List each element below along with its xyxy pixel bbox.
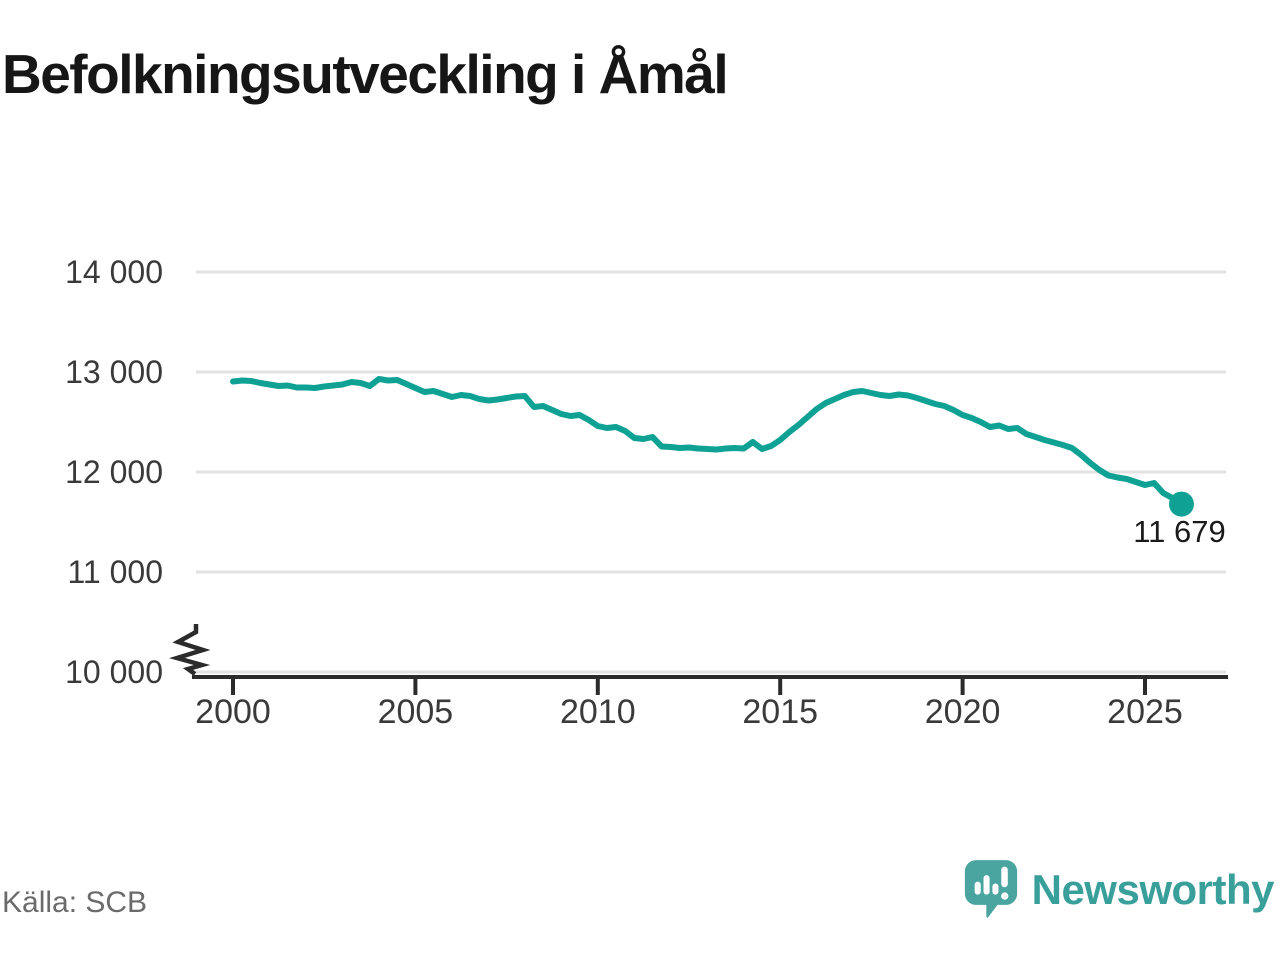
page-title: Befolkningsutveckling i Åmål	[2, 43, 729, 105]
y-axis-break-icon	[169, 624, 211, 676]
y-axis-tick-label: 12 000	[65, 454, 163, 490]
population-line	[230, 376, 1185, 508]
x-axis-tick-label: 2005	[378, 693, 454, 731]
y-axis-tick-label: 10 000	[65, 654, 163, 690]
x-axis-tick-label: 2020	[925, 693, 1001, 731]
x-axis-tick-label: 2025	[1107, 693, 1183, 731]
x-axis-tick-label: 2010	[560, 693, 636, 731]
x-axis-tick-label: 2015	[742, 693, 818, 731]
latest-value-label: 11 679	[1133, 514, 1226, 549]
y-axis-tick-label: 13 000	[65, 354, 163, 390]
newsworthy-logo-text: Newsworthy	[1031, 866, 1275, 913]
y-axis-tick-label: 11 000	[68, 554, 164, 590]
newsworthy-logo[interactable]: Newsworthy	[963, 858, 1275, 922]
newsworthy-logo-icon	[963, 858, 1019, 922]
x-axis-tick-label: 2000	[195, 693, 271, 731]
latest-value-dot	[1168, 491, 1194, 517]
source-label: Källa: SCB	[2, 886, 148, 919]
y-axis-tick-label: 14 000	[65, 254, 163, 290]
